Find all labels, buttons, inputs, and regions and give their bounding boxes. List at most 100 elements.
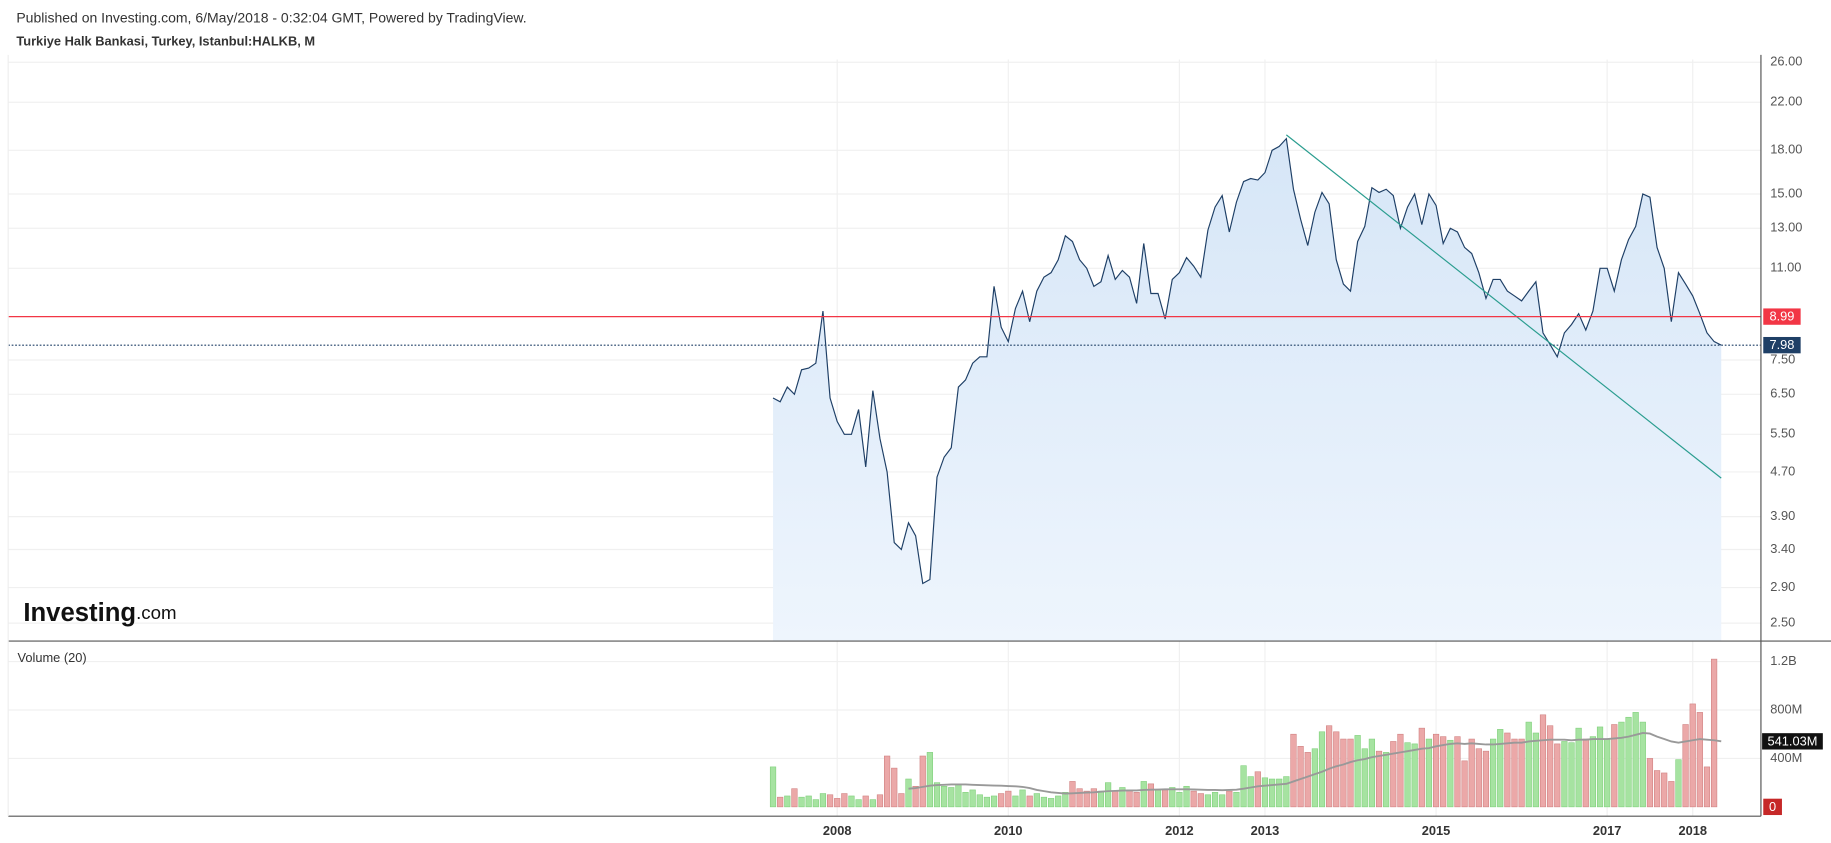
volume-bar [1611,724,1618,808]
y-tick-label: 6.50 [1770,386,1795,401]
volume-bar [1368,738,1375,808]
y-tick-label: 13.00 [1770,220,1802,235]
volume-bar [1090,788,1097,808]
plot: 2.50 2.90 3.40 3.90 4.70 5.50 6.50 7.50 11.00 13.… [7,54,1831,838]
volume-bar [826,794,834,808]
volume-bar [1211,792,1219,808]
volume-bar [791,788,798,808]
y-tick-label: 3.40 [1770,541,1795,556]
volume-bar [1333,731,1340,808]
volume-bar [1404,742,1411,808]
volume-bar [834,798,841,808]
volume-bar [1639,721,1646,808]
volume-bar [998,793,1005,808]
y-tick-label: 18.00 [1770,142,1802,157]
x-tick-label: 2015 [1422,823,1451,838]
volume-bar [933,782,941,808]
volume-bar [1219,794,1226,808]
volume-bar [926,752,933,808]
y-tick-label: 2.90 [1770,579,1795,594]
volume-bar [777,796,784,808]
volume-bar [1618,721,1625,808]
volume-bar [1105,782,1112,808]
volume-bar [1703,766,1711,808]
volume-bar [1012,795,1019,808]
volume-bar [1575,727,1582,808]
volume-bar [1682,724,1689,808]
volume-bar [884,755,891,808]
volume-bar [990,795,998,808]
volume-bar [1290,733,1297,808]
volume-bar [1283,776,1290,808]
volume-bar [1397,733,1404,808]
volume-bar [1226,790,1233,808]
volume-bar [1375,750,1383,808]
volume-bar [1539,714,1547,808]
volume-bar [855,799,862,808]
price-badge-label: 7.98 [1769,337,1794,352]
x-tick-label: 2013 [1251,823,1280,838]
y-tick-label: 3.90 [1770,508,1795,523]
volume-bar [1240,765,1247,808]
y-tick-label: 26.00 [1770,54,1802,69]
volume-bar [1169,787,1176,808]
volume-bar [1033,793,1040,808]
x-tick-label: 2017 [1593,823,1622,838]
volume-bar [1119,787,1126,808]
published-note: Published on Investing.com, 6/May/2018 -… [16,9,526,25]
volume-bar [1425,738,1433,808]
volume-bar [1454,736,1461,808]
volume-bar [1297,746,1304,808]
volume-bar [1383,752,1390,808]
volume-bar [876,794,884,808]
volume-bar [1183,785,1190,808]
volume-bar [784,795,791,808]
volume-bar [983,796,991,808]
volume-bar [1561,741,1568,808]
volume-bar [919,755,926,808]
volume-bar [1197,793,1204,808]
volume-bar [1055,795,1062,808]
volume-bar [1176,792,1183,808]
volume-bar [969,789,976,808]
price-badge [1763,336,1801,354]
volume-bar [1461,760,1468,808]
ma-badge-label: 541.03M [1767,733,1817,748]
volume-bar [948,787,955,808]
volume-badge-label: 0 [1769,799,1776,814]
volume-bar [1490,738,1497,808]
volume-bar [1646,758,1654,808]
volume-bar [891,767,898,808]
volume-bar [1268,778,1276,808]
price-badge-label: 8.99 [1769,309,1794,324]
y-tick-label: 800M [1770,701,1802,716]
y-tick-label: 7.50 [1770,351,1795,366]
volume-bar [1518,738,1525,808]
y-tick-label: 15.00 [1770,185,1802,200]
volume-bar [848,795,855,808]
volume-bar [869,799,876,808]
volume-bar [1689,703,1696,808]
volume-bar [1276,778,1283,808]
volume-bar [912,785,919,808]
volume-bar [1304,752,1311,808]
volume-bar [1204,794,1212,808]
x-tick-label: 2018 [1678,823,1707,838]
volume-bar [1525,721,1532,808]
x-tick-label: 2008 [823,823,852,838]
volume-bar [1318,731,1326,808]
volume-bar [898,793,905,808]
volume-bar [798,796,805,808]
volume-bar [805,795,812,808]
logo: Investing.com [23,599,176,627]
y-tick-label: 5.50 [1770,426,1795,441]
y-tick-label: 400M [1770,750,1802,765]
volume-bar [905,778,912,808]
volume-bar [841,793,848,808]
volume-bar [1411,743,1418,808]
volume-bar [1440,736,1447,808]
volume-bar [1005,790,1012,808]
volume-bar [1589,736,1597,808]
